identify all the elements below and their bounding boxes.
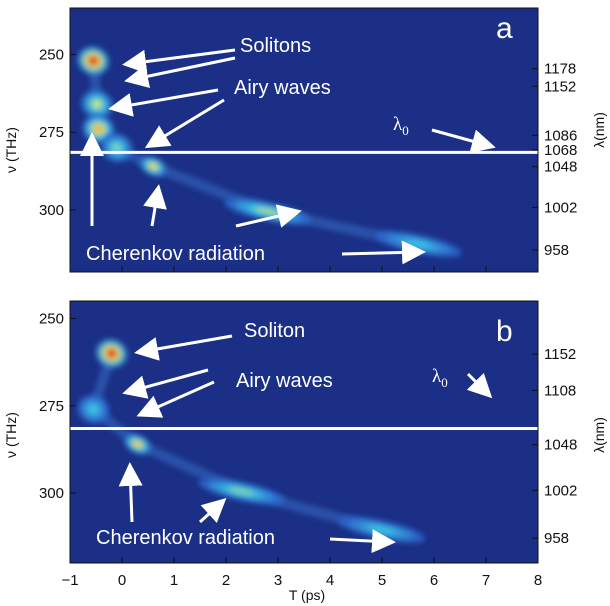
- panel-a-arrow-airy-1: [108, 88, 219, 117]
- panel-b: Soliton Airy waves λ0 Cherenkov radiatio…: [3, 300, 607, 603]
- panel-b-bottom-axis: −1 0 1 2 3 4 5 6 7 8: [61, 557, 542, 589]
- panel-a-arrow-airy-2: [144, 98, 225, 149]
- panel-a-label-airy-waves: Airy waves: [234, 77, 331, 99]
- panel-b-left-axis: 250 275 300: [39, 310, 76, 502]
- panel-b-feature-3: [198, 478, 285, 505]
- panel-b-xtick-label-8: 7: [482, 572, 490, 589]
- panel-b-xtick-label-3: 2: [222, 572, 230, 589]
- panel-a-arrow-soliton-1: [122, 48, 236, 74]
- panel-a-frame: [69, 7, 539, 273]
- panel-a-rtick-label-4: 1048: [544, 159, 577, 176]
- panel-b-xtick-label-4: 3: [274, 572, 282, 589]
- panel-b-arrow-soliton: [134, 334, 233, 361]
- panel-b-right-axis: 1152 1108 1048 1002 958: [532, 346, 577, 547]
- panel-a-arrow-cherenkov-3: [235, 204, 302, 228]
- panel-b-xtick-label-2: 1: [170, 572, 178, 589]
- panel-a-rtick-label-5: 1002: [544, 199, 577, 216]
- panel-a-ylabel-right: λ(nm): [591, 112, 607, 148]
- panel-a-ytick-label-0: 250: [39, 47, 64, 64]
- panel-a-letter: a: [496, 12, 513, 45]
- panel-b-arrow-lambda0: [466, 372, 493, 399]
- panel-b-arrow-airy-1: [122, 368, 209, 399]
- panel-b-ytick-label-1: 275: [39, 398, 64, 415]
- panel-a-feature-1: [81, 90, 113, 119]
- panel-a-feature-0: [77, 46, 110, 76]
- panel-b-feature-0: [95, 339, 128, 368]
- panel-b-ytick-label-0: 250: [39, 310, 64, 327]
- panel-b-rtick-label-0: 1152: [544, 346, 576, 363]
- panel-b-xtick-label-0: −1: [61, 572, 78, 589]
- panel-a-rtick-label-2: 1086: [544, 127, 577, 144]
- panel-b-xtick-label-6: 5: [378, 572, 386, 589]
- panel-b-xtick-label-7: 6: [430, 572, 438, 589]
- panel-b-xtick-label-9: 8: [534, 572, 542, 589]
- panel-a-rtick-label-0: 1178: [544, 61, 576, 78]
- panel-b-ylabel: ν (THz): [3, 412, 19, 458]
- panel-a-arrow-soliton-2: [124, 56, 236, 89]
- panel-a-arrow-cherenkov-2: [143, 184, 167, 227]
- panel-a-ytick-label-1: 275: [39, 124, 64, 141]
- panel-a-arrow-lambda0: [431, 128, 496, 153]
- panel-b-label-soliton: Soliton: [244, 320, 305, 342]
- panel-b-ytick-label-2: 300: [39, 485, 64, 502]
- panel-a-feature-4: [139, 156, 167, 177]
- panel-a-ytick-label-2: 300: [39, 202, 64, 219]
- panel-b-rtick-label-2: 1048: [544, 437, 577, 454]
- panel-a-left-axis: 250 275 300: [39, 47, 76, 219]
- panel-a-label-solitons: Solitons: [240, 35, 311, 57]
- panel-b-arrow-cherenkov-3: [329, 529, 396, 554]
- panel-a-ylabel: ν (THz): [3, 127, 19, 173]
- panel-b-xtick-label-1: 0: [118, 572, 126, 589]
- panel-b-feature-1: [77, 395, 110, 424]
- panel-a: Solitons Airy waves λ0 Cherenkov radiati…: [3, 7, 607, 273]
- panel-b-ylabel-right: λ(nm): [591, 417, 607, 453]
- panel-a-rtick-label-1: 1152: [544, 78, 576, 95]
- panel-a-features: [77, 46, 462, 257]
- panel-b-label-airy-waves: Airy waves: [236, 370, 333, 392]
- panel-b-rtick-label-4: 958: [544, 530, 569, 547]
- panel-a-rtick-label-3: 1068: [544, 142, 577, 159]
- panel-b-letter: b: [496, 315, 513, 348]
- panel-b-rtick-label-1: 1108: [544, 382, 576, 399]
- panel-b-arrow-airy-2: [136, 380, 215, 418]
- panel-b-arrow-cherenkov-1: [118, 462, 143, 523]
- panel-b-xlabel: T (ps): [289, 587, 325, 603]
- panel-a-rtick-label-6: 958: [544, 242, 569, 259]
- panel-a-label-cherenkov: Cherenkov radiation: [86, 243, 265, 265]
- panel-b-label-cherenkov: Cherenkov radiation: [96, 527, 275, 549]
- panel-a-bottom-ticks: [69, 266, 539, 272]
- panel-b-arrow-cherenkov-2: [198, 497, 227, 524]
- panel-b-frame: [69, 300, 539, 564]
- panel-b-feature-2: [124, 434, 151, 455]
- panel-b-xtick-label-5: 4: [326, 572, 334, 589]
- panel-b-rtick-label-3: 1002: [544, 482, 577, 499]
- panel-a-arrow-cherenkov-4: [341, 240, 426, 265]
